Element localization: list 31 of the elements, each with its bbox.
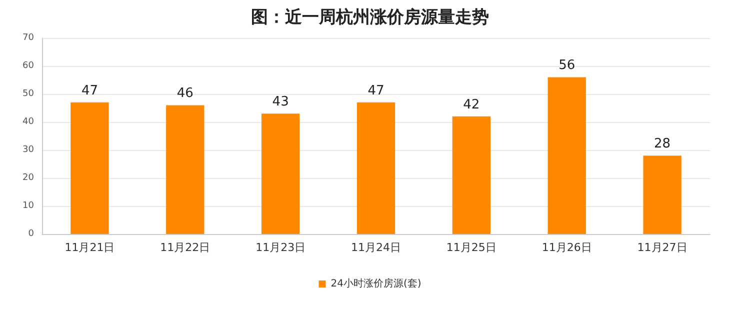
bar — [548, 77, 586, 234]
data-label: 42 — [463, 97, 480, 112]
data-label: 43 — [272, 94, 289, 110]
chart-title: 图：近一周杭州涨价房源量走势 — [251, 8, 489, 28]
y-tick-label: 10 — [22, 201, 34, 211]
data-label: 28 — [654, 136, 671, 152]
bar — [643, 156, 682, 234]
y-tick-label: 40 — [22, 117, 34, 127]
bar — [70, 102, 109, 234]
x-tick-label: 11月26日 — [542, 241, 592, 254]
x-tick-label: 11月21日 — [64, 241, 115, 254]
y-tick-label: 20 — [22, 173, 34, 183]
data-label: 56 — [558, 58, 576, 74]
y-tick-label: 50 — [22, 89, 34, 99]
bar — [356, 102, 396, 234]
x-tick-label: 11月25日 — [446, 241, 496, 254]
y-tick-label: 0 — [28, 229, 34, 239]
data-label: 46 — [176, 86, 194, 102]
bar — [452, 116, 491, 234]
x-tick-label: 11月27日 — [637, 241, 688, 254]
data-label: 47 — [81, 83, 98, 98]
data-label: 47 — [368, 83, 384, 98]
bar — [166, 105, 204, 234]
bar — [261, 114, 300, 234]
y-tick-label: 30 — [22, 145, 34, 155]
legend-label: 24小时涨价房源(套) — [330, 278, 422, 290]
x-tick-label: 11月23日 — [256, 241, 306, 254]
x-tick-label: 11月24日 — [351, 241, 401, 254]
y-tick-label: 60 — [22, 61, 34, 71]
x-tick-label: 11月22日 — [160, 241, 210, 254]
y-tick-label: 70 — [22, 33, 34, 43]
